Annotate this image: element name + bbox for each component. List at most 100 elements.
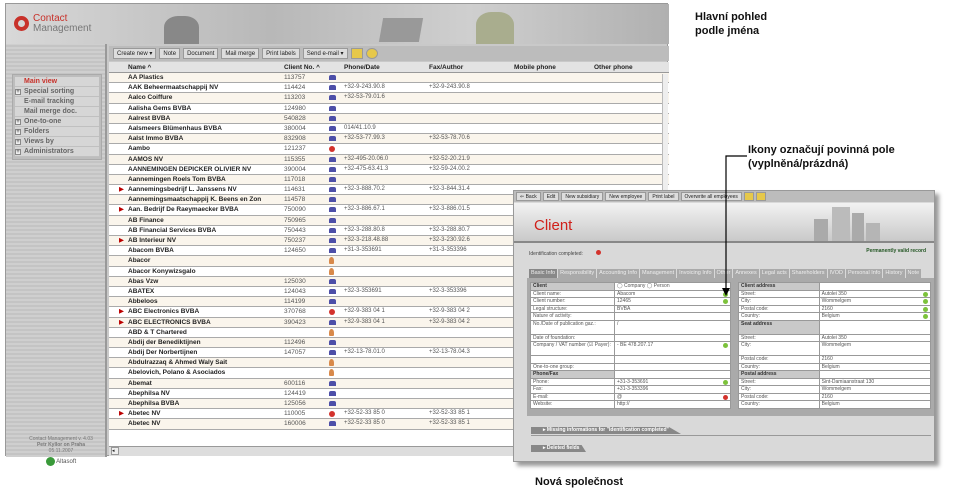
table-row[interactable]: Abemat 600116	[109, 378, 669, 389]
client-toolbar-button[interactable]: ⇐ Back	[516, 192, 541, 201]
sidebar-item-special-sorting[interactable]: + Special sorting	[15, 87, 99, 97]
field-value[interactable]: - BE 478.207.17	[614, 341, 731, 356]
table-row[interactable]: ▶ Aannemingsbedrijf L. Janssens NV 114631 +…	[109, 185, 669, 196]
field-value[interactable]	[614, 312, 731, 321]
client-toolbar-button[interactable]: Overwrite all employees	[680, 192, 742, 201]
field-value[interactable]: +31-3-353396	[614, 385, 731, 394]
sidebar-item-main-view[interactable]: Main view	[15, 77, 99, 87]
table-row[interactable]: Abdulrazzaq & Ahmed Waly Sait	[109, 358, 669, 369]
print-labels-button[interactable]: Print labels	[262, 48, 300, 59]
column-header[interactable]: Mobile phone	[514, 64, 556, 71]
send-email-button[interactable]: Send e-mail ▾	[302, 48, 348, 59]
tab-other[interactable]: Other	[714, 269, 733, 278]
table-row[interactable]: ▶ Aan. Bedrijf De Raeymaecker BVBA 750090 +…	[109, 205, 669, 216]
table-row[interactable]: Aannemingen Roels Tom BVBA 117018	[109, 174, 669, 186]
field-value[interactable]: Abacom	[614, 289, 731, 298]
tab-management[interactable]: Management	[640, 269, 677, 278]
field-value[interactable]: http://	[614, 400, 731, 409]
table-row[interactable]: Aalco Coiffure 113203 +32-53-79.01.6	[109, 93, 669, 104]
field-value[interactable]: Autolei 350	[818, 333, 932, 342]
tab-history[interactable]: History	[883, 269, 905, 278]
create-new-button[interactable]: Create new ▾	[113, 48, 157, 59]
table-row[interactable]: ▶ Abetec NV 110005 +32-52-33 85 0 +32-52-33 …	[109, 409, 669, 420]
field-value[interactable]: +31-3-353691	[614, 377, 731, 386]
client-toolbar-button[interactable]: New subsidiary	[561, 192, 604, 201]
sidebar-item-one-to-one[interactable]: + One-to-one	[15, 117, 99, 127]
table-row[interactable]: ABD & T Chartered	[109, 328, 669, 338]
field-value[interactable]: Autolei 350	[818, 289, 932, 298]
column-header[interactable]: Other phone	[594, 64, 633, 71]
column-header[interactable]: Client No. ^	[284, 64, 320, 71]
help-icon[interactable]	[365, 48, 378, 59]
field-value[interactable]	[614, 355, 731, 364]
sidebar-item-mail-merge-doc-[interactable]: Mail merge doc.	[15, 107, 99, 117]
column-header[interactable]: Fax/Author	[429, 64, 464, 71]
tab-responsibility[interactable]: Responsibility	[558, 269, 597, 278]
expand-icon[interactable]: +	[15, 119, 21, 125]
field-value[interactable]: Belgium	[818, 362, 932, 371]
table-row[interactable]: Abephilsa BVBA 125056	[109, 399, 669, 410]
table-row[interactable]: Abacor Konywizsgalo	[109, 267, 669, 277]
table-row[interactable]: AAMOS NV 115355 +32-495-20.06.0 +32-52-20.2…	[109, 154, 669, 165]
table-row[interactable]: ▶ ABC ELECTRONICS BVBA 390423 +32-9-383 04 …	[109, 317, 669, 328]
table-row[interactable]: AB Finance 750965	[109, 215, 669, 226]
tab-accounting-info[interactable]: Accounting Info	[597, 269, 640, 278]
table-row[interactable]: Abacor	[109, 256, 669, 267]
table-row[interactable]: ▶ ABC Electronics BVBA 370768 +32-9-383 04 …	[109, 307, 669, 318]
tab-note[interactable]: Note	[905, 269, 922, 278]
field-value[interactable]: BVBA	[614, 304, 731, 313]
horizontal-scrollbar[interactable]: ◂	[109, 446, 669, 456]
client-toolbar-button[interactable]: New employee	[605, 192, 647, 201]
note-button[interactable]: Note	[159, 48, 181, 59]
field-value[interactable]: 2160	[818, 392, 932, 401]
sidebar-item-folders[interactable]: + Folders	[15, 127, 99, 137]
table-row[interactable]: Abephilsa NV 124419	[109, 389, 669, 399]
tab-shareholders[interactable]: Shareholders	[789, 269, 827, 278]
table-row[interactable]: Abbeloos 114199	[109, 297, 669, 308]
deleted-fields-section[interactable]: ▸ Deleted fields	[531, 445, 586, 452]
table-row[interactable]: AANNEMINGEN DEPICKER OLIVIER NV 390004 +32…	[109, 165, 669, 175]
expand-icon[interactable]: +	[15, 139, 21, 145]
field-value[interactable]: Wommelgem	[818, 385, 932, 394]
table-row[interactable]: Aalst Immo BVBA 832908 +32-53-77.99.3 +32-5…	[109, 134, 669, 145]
field-value[interactable]: Wommelgem	[818, 297, 932, 306]
table-row[interactable]: ABATEX 124043 +32-3-353691 +32-3-353396	[109, 287, 669, 298]
folder-icon[interactable]	[743, 192, 754, 201]
table-row[interactable]: AA Plastics 113757	[109, 73, 669, 84]
table-row[interactable]: Abacom BVBA 124650 +31-3-353691 +31-3-35339…	[109, 246, 669, 257]
client-toolbar-button[interactable]: Edit	[542, 192, 560, 201]
expand-icon[interactable]: +	[15, 129, 21, 135]
scroll-left-icon[interactable]: ◂	[111, 447, 119, 455]
table-row[interactable]: Abdij der Benediktijnen 112496	[109, 337, 669, 349]
table-row[interactable]: AB Financial Services BVBA 750443 +32-3-28…	[109, 226, 669, 236]
field-value[interactable]: /	[614, 319, 731, 335]
table-row[interactable]: Aalisha Gems BVBA 124980	[109, 104, 669, 114]
column-header[interactable]: Phone/Date	[344, 64, 380, 71]
field-value[interactable]: 2160	[818, 304, 932, 313]
field-value[interactable]: Belgium	[818, 400, 932, 409]
tab-basic-info[interactable]: Basic Info	[529, 269, 558, 278]
table-row[interactable]: Aambo 121237	[109, 144, 669, 155]
document-button[interactable]: Document	[183, 48, 219, 59]
sidebar-item-e-mail-tracking[interactable]: E-mail tracking	[15, 97, 99, 107]
table-row[interactable]: Abas Vzw 125030	[109, 276, 669, 287]
table-row[interactable]: Aalrest BVBA 540828	[109, 113, 669, 124]
mail-merge-button[interactable]: Mail merge	[221, 48, 260, 59]
table-row[interactable]: Abetec NV 160006 +32-52-33 85 0 +32-52-33 8…	[109, 419, 669, 430]
tab-ivod[interactable]: IVOD	[827, 269, 845, 278]
radio-person[interactable]: ◯	[645, 283, 654, 289]
field-value[interactable]	[614, 362, 731, 371]
tab-invoicing-info[interactable]: Invoicing Info	[677, 269, 714, 278]
field-value[interactable]: Belgium	[818, 312, 932, 321]
missing-info-section[interactable]: ▸ Missing informations for "Identificati…	[531, 427, 681, 434]
tab-personal-info[interactable]: Personal Info	[845, 269, 883, 278]
tab-annexes[interactable]: Annexes	[733, 269, 759, 278]
table-row[interactable]: ▶ AB Interieur NV 750237 +32-3-218.48.88 +32…	[109, 236, 669, 247]
table-row[interactable]: Aalsmeers Blümenhaus BVBA 380004 014/41.10…	[109, 124, 669, 135]
help-icon[interactable]	[755, 192, 766, 201]
table-row[interactable]: Abdij Der Norbertijnen 147057 +32-13-78.01…	[109, 348, 669, 359]
field-value[interactable]: Sint-Damiaanstraat 130	[818, 377, 932, 386]
table-row[interactable]: AAK Beheermaatschappij NV 114424 +32-9-243…	[109, 83, 669, 94]
expand-icon[interactable]: +	[15, 149, 21, 155]
field-value[interactable]: Wommelgem	[818, 341, 932, 356]
